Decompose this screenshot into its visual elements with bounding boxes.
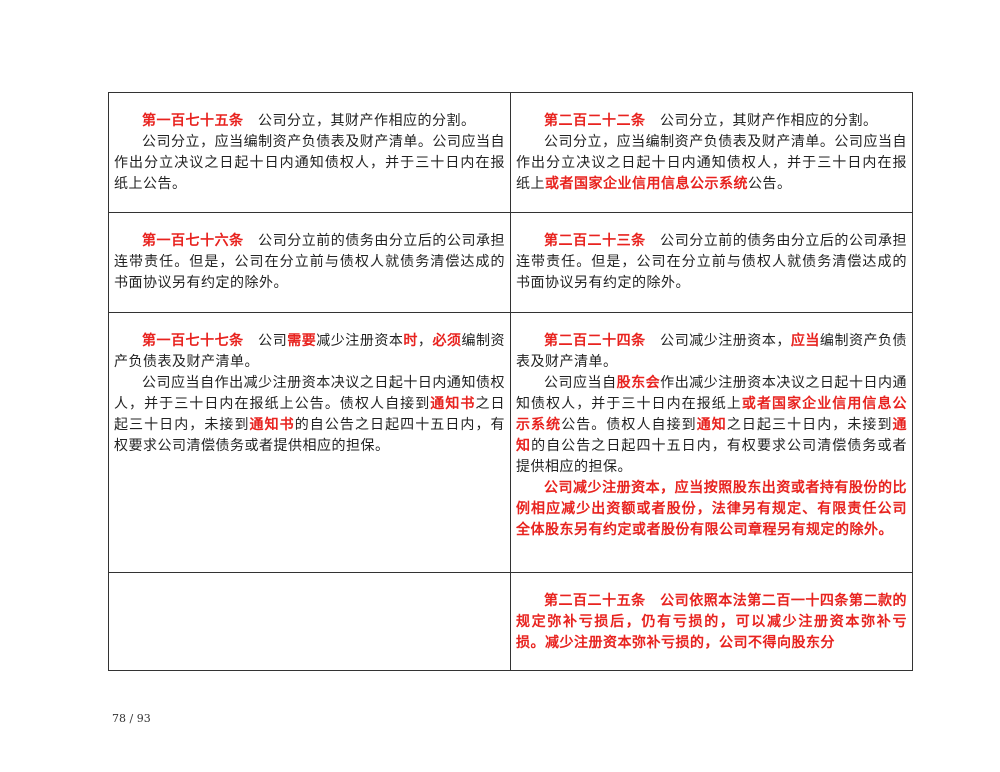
text-run: 需要 <box>287 333 317 349</box>
paragraph: 第二百二十二条 公司分立，其财产作相应的分割。 <box>516 111 907 132</box>
text-run: 作出减少注册资本决议之日起十日内通知债权人，并于三十日内在报纸上 <box>516 375 908 412</box>
paragraph: 公司应当自股东会作出减少注册资本决议之日起十日内通知债权人，并于三十日内在报纸上… <box>516 373 907 478</box>
text-run: 第一百七十七条 <box>142 333 244 349</box>
text-run: 编制资产负债表及财产清单。 <box>114 333 506 370</box>
table-cell: 第一百七十五条 公司分立，其财产作相应的分割。 公司分立，应当编制资产负债表及财产… <box>108 92 511 213</box>
text-run: 第一百七十六条 <box>142 233 244 249</box>
paragraph: 公司分立，应当编制资产负债表及财产清单。公司应当自作出分立决议之日起十日内通知债… <box>516 132 907 195</box>
text-run: 或者国家企业信用信息公示系统 <box>516 396 908 433</box>
text-run: 公司减少注册资本， <box>645 333 791 349</box>
table-cell: 第二百二十四条 公司减少注册资本，应当编制资产负债表及财产清单。 公司应当自股东会… <box>510 312 913 573</box>
text-run: 第二百二十三条 <box>544 233 646 249</box>
text-run: 减少注册资本 <box>316 333 404 349</box>
text-run: 第二百二十二条 <box>544 113 646 129</box>
paragraph: 第二百二十五条 公司依照本法第二百一十四条第二款的规定弥补亏损后，仍有亏损的，可… <box>516 591 907 654</box>
paragraph: 第一百七十七条 公司需要减少注册资本时，必须编制资产负债表及财产清单。 <box>114 331 505 373</box>
text-run: 公司减少注册资本，应当按照股东出资或者持有股份的比例相应减少出资额或者股份，法律… <box>516 480 907 538</box>
table-cell: 第二百二十三条 公司分立前的债务由分立后的公司承担连带责任。但是，公司在分立前与… <box>510 212 913 313</box>
text-run: 通知 <box>516 417 908 454</box>
text-run: 编制资产负债表及财产清单。 <box>516 333 908 370</box>
table-row: 第二百二十五条 公司依照本法第二百一十四条第二款的规定弥补亏损后，仍有亏损的，可… <box>108 572 913 671</box>
paragraph: 第一百七十六条 公司分立前的债务由分立后的公司承担连带责任。但是，公司在分立前与… <box>114 231 505 294</box>
text-run: 公司分立前的债务由分立后的公司承担连带责任。但是，公司在分立前与债权人就债务清偿… <box>516 233 908 291</box>
paragraph: 公司减少注册资本，应当按照股东出资或者持有股份的比例相应减少出资额或者股份，法律… <box>516 478 907 541</box>
table-cell: 第一百七十七条 公司需要减少注册资本时，必须编制资产负债表及财产清单。 公司应当自… <box>108 312 511 573</box>
text-run: 或者国家企业信用信息公示系统 <box>545 176 748 192</box>
text-run: 公告。债权人自接到 <box>561 417 697 433</box>
text-run: 公司分立，应当编制资产负债表及财产清单。公司应当自作出分立决议之日起十日内通知债… <box>114 134 505 192</box>
text-run: 的自公告之日起四十五日内，有权要求公司清偿债务或者提供相应的担保。 <box>114 417 506 454</box>
text-run: 之日起三十日内，未接到 <box>114 396 506 433</box>
text-run: ， <box>417 333 433 349</box>
text-run: 通知书 <box>430 396 476 412</box>
paragraph: 公司分立，应当编制资产负债表及财产清单。公司应当自作出分立决议之日起十日内通知债… <box>114 132 505 195</box>
text-run: 公司分立前的债务由分立后的公司承担连带责任。但是，公司在分立前与债权人就债务清偿… <box>114 233 506 291</box>
text-run: 必须 <box>432 333 462 349</box>
table-row: 第一百七十六条 公司分立前的债务由分立后的公司承担连带责任。但是，公司在分立前与… <box>108 212 913 313</box>
table-cell: 第二百二十五条 公司依照本法第二百一十四条第二款的规定弥补亏损后，仍有亏损的，可… <box>510 572 913 671</box>
text-run: 公司应当自 <box>544 375 617 391</box>
paragraph: 第一百七十五条 公司分立，其财产作相应的分割。 <box>114 111 505 132</box>
text-run: 时 <box>403 333 418 349</box>
text-run: 公司分立，其财产作相应的分割。 <box>645 113 878 129</box>
text-run: 公司分立，其财产作相应的分割。 <box>243 113 476 129</box>
text-run: 第一百七十五条 <box>142 113 244 129</box>
comparison-table: 第一百七十五条 公司分立，其财产作相应的分割。 公司分立，应当编制资产负债表及财产… <box>108 92 913 671</box>
text-run: 之日起三十日内，未接到 <box>726 417 893 433</box>
text-run: 公司 <box>243 333 288 349</box>
text-run: 通知书 <box>249 417 295 433</box>
text-run: 第二百二十五条 公司依照本法第二百一十四条第二款的规定弥补亏损后，仍有亏损的，可… <box>516 593 907 651</box>
table-cell: 第二百二十二条 公司分立，其财产作相应的分割。 公司分立，应当编制资产负债表及财产… <box>510 92 913 213</box>
text-run: 通知 <box>696 417 727 433</box>
paragraph: 公司应当自作出减少注册资本决议之日起十日内通知债权人，并于三十日内在报纸上公告。… <box>114 373 505 457</box>
table-row: 第一百七十五条 公司分立，其财产作相应的分割。 公司分立，应当编制资产负债表及财产… <box>108 92 913 213</box>
table-cell: 第一百七十六条 公司分立前的债务由分立后的公司承担连带责任。但是，公司在分立前与… <box>108 212 511 313</box>
text-run: 股东会 <box>616 375 661 391</box>
text-run: 第二百二十四条 <box>544 333 646 349</box>
table-row: 第一百七十七条 公司需要减少注册资本时，必须编制资产负债表及财产清单。 公司应当自… <box>108 312 913 573</box>
table-cell <box>108 572 511 671</box>
page-number: 78 / 93 <box>112 712 151 725</box>
text-run: 公司应当自作出减少注册资本决议之日起十日内通知债权人，并于三十日内在报纸上公告。… <box>114 375 505 412</box>
paragraph: 第二百二十四条 公司减少注册资本，应当编制资产负债表及财产清单。 <box>516 331 907 373</box>
text-run: 的自公告之日起四十五日内，有权要求公司清偿债务或者提供相应的担保。 <box>516 438 908 475</box>
paragraph: 第二百二十三条 公司分立前的债务由分立后的公司承担连带责任。但是，公司在分立前与… <box>516 231 907 294</box>
text-run: 公告。 <box>748 176 792 192</box>
text-run: 公司分立，应当编制资产负债表及财产清单。公司应当自作出分立决议之日起十日内通知债… <box>516 134 907 192</box>
text-run: 应当 <box>790 333 820 349</box>
